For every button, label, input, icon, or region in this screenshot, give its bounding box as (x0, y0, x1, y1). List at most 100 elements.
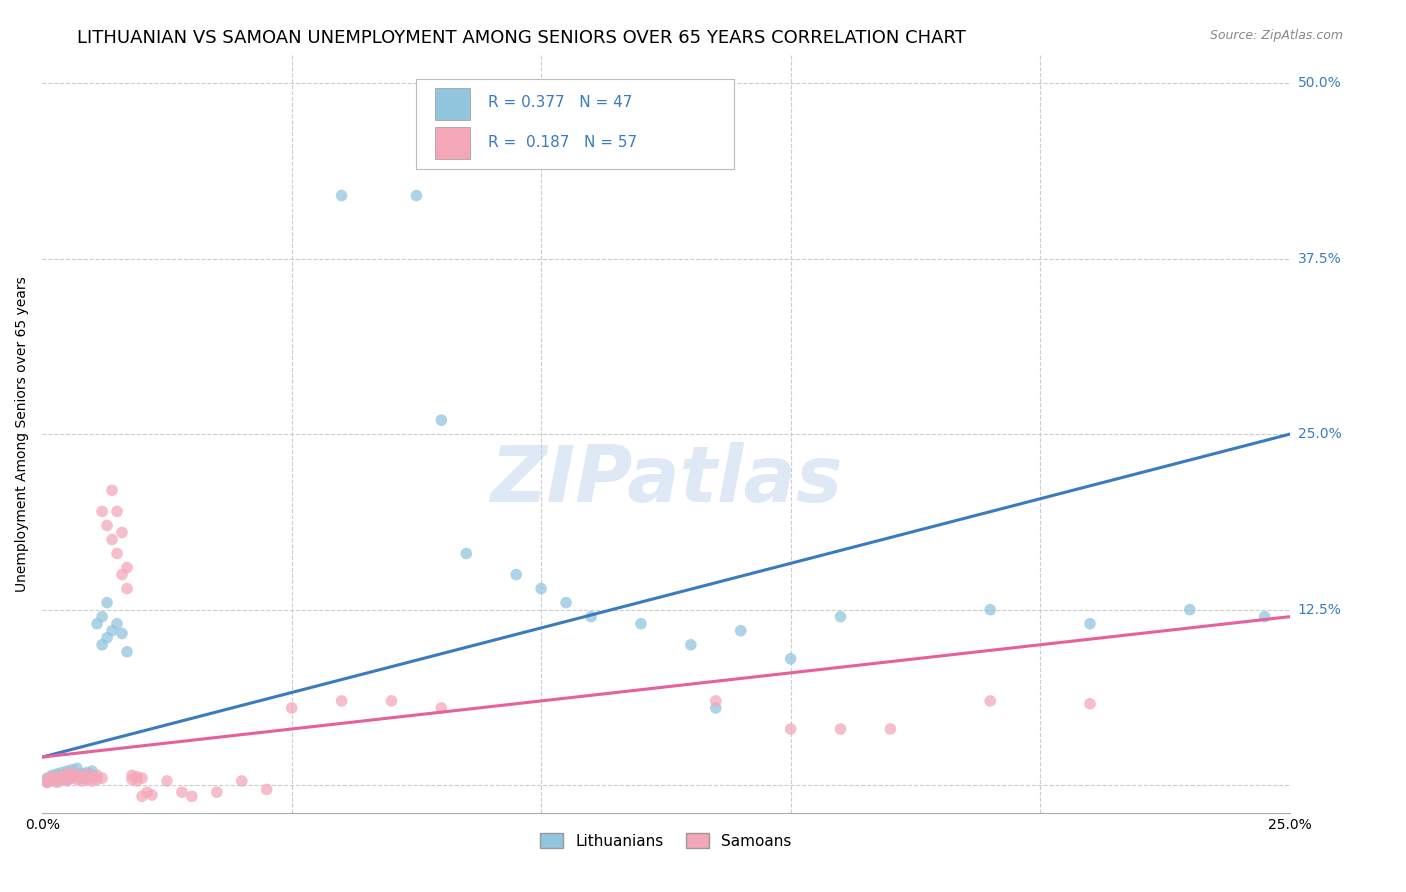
Point (60, 763, 83, 777)
Point (105, 616, 128, 631)
Point (256, 782, 278, 797)
Point (56, 767, 79, 781)
Point (76, 770, 98, 784)
Point (80, 764, 103, 778)
Point (180, 789, 202, 804)
Point (76, 765, 98, 780)
Point (91, 504, 114, 518)
Point (80, 771, 103, 785)
Point (37, 772, 59, 787)
Point (979, 602, 1001, 616)
Point (96, 631, 118, 645)
Point (51, 772, 73, 787)
Point (830, 609, 852, 624)
Point (555, 596, 578, 610)
Point (96, 596, 118, 610)
Point (430, 701, 453, 715)
Point (1178, 602, 1201, 616)
Point (46, 767, 69, 781)
Point (115, 645, 138, 659)
Point (51, 768, 73, 782)
Text: ZIPatlas: ZIPatlas (489, 442, 842, 517)
Point (156, 773, 179, 788)
Point (41, 768, 63, 782)
Legend: Lithuanians, Samoans: Lithuanians, Samoans (534, 827, 799, 855)
Point (105, 547, 128, 561)
Point (111, 525, 134, 540)
Point (60, 771, 83, 785)
Point (66, 761, 89, 775)
Text: LITHUANIAN VS SAMOAN UNEMPLOYMENT AMONG SENIORS OVER 65 YEARS CORRELATION CHART: LITHUANIAN VS SAMOAN UNEMPLOYMENT AMONG … (77, 29, 966, 46)
Point (505, 567, 527, 582)
Point (37, 775, 59, 789)
Point (830, 722, 852, 736)
Point (1253, 609, 1275, 624)
Point (56, 772, 79, 787)
Point (37, 771, 59, 785)
Point (66, 768, 89, 782)
Point (86, 772, 108, 787)
Point (170, 785, 193, 799)
Point (456, 547, 478, 561)
Point (136, 785, 159, 799)
Text: 37.5%: 37.5% (1298, 252, 1341, 266)
Point (66, 772, 89, 787)
Point (779, 652, 801, 666)
Point (405, 188, 427, 202)
Point (205, 785, 228, 799)
Point (280, 701, 302, 715)
Point (131, 771, 153, 785)
Point (80, 773, 103, 788)
Point (91, 609, 114, 624)
Point (979, 694, 1001, 708)
Point (56, 764, 79, 778)
Point (111, 626, 134, 640)
Point (76, 767, 98, 781)
Point (91, 638, 114, 652)
Text: 25.0%: 25.0% (1298, 427, 1341, 442)
Point (231, 773, 253, 788)
Point (125, 770, 148, 784)
Point (70, 767, 93, 781)
Point (779, 722, 801, 736)
Point (121, 772, 143, 787)
Point (46, 773, 69, 788)
Point (330, 188, 353, 202)
Point (730, 624, 752, 638)
Point (141, 788, 163, 802)
Point (125, 773, 148, 788)
Y-axis label: Unemployment Among Seniors over 65 years: Unemployment Among Seniors over 65 years (15, 277, 30, 592)
Point (530, 582, 553, 596)
Point (579, 609, 602, 624)
Point (80, 768, 103, 782)
Point (46, 771, 69, 785)
Point (86, 768, 108, 782)
Point (70, 770, 93, 784)
Point (115, 560, 138, 574)
Point (879, 722, 901, 736)
Point (101, 483, 124, 498)
Point (37, 775, 59, 789)
Point (105, 504, 128, 518)
Point (430, 413, 453, 427)
Point (101, 533, 124, 547)
Point (630, 616, 652, 631)
FancyBboxPatch shape (434, 88, 470, 120)
Point (51, 765, 73, 780)
Point (131, 789, 153, 804)
Point (101, 624, 124, 638)
Point (46, 775, 69, 789)
Point (679, 638, 702, 652)
Point (41, 773, 63, 788)
Text: 12.5%: 12.5% (1298, 603, 1341, 616)
Point (60, 765, 83, 780)
Point (1078, 697, 1101, 711)
Point (330, 694, 353, 708)
Point (115, 582, 138, 596)
Point (86, 616, 108, 631)
FancyBboxPatch shape (416, 79, 734, 169)
Point (70, 771, 93, 785)
Point (91, 771, 114, 785)
Point (704, 701, 727, 715)
Point (66, 768, 89, 782)
